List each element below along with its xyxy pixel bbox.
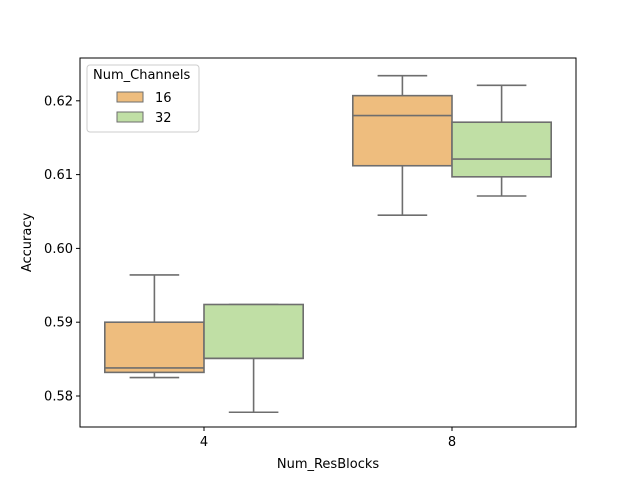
x-tick-label-4: 4 [200, 435, 208, 450]
legend-swatch-16 [116, 91, 144, 103]
axes-frame [79, 57, 577, 428]
legend-title: Num_Channels [93, 68, 190, 83]
box-series-16-cat-8 [351, 74, 453, 216]
legend: Num_Channels 16 32 [86, 64, 200, 133]
y-tick-label-0.58: 0.58 [44, 390, 73, 405]
axis-ticks: 0.58 0.59 0.60 0.61 0.62 4 8 [44, 94, 456, 450]
legend-label-16: 16 [155, 91, 172, 106]
box-body-series-32-cat-4 [203, 303, 304, 360]
box-body-series-16-cat-8 [351, 94, 453, 167]
x-tick-label-8: 8 [448, 435, 456, 450]
box-series-32-cat-4 [203, 303, 304, 414]
box-series-16-cat-4 [104, 274, 205, 379]
x-axis-label: Num_ResBlocks [277, 457, 380, 472]
y-tick-label-0.61: 0.61 [44, 168, 73, 183]
box-series-32-cat-8 [451, 84, 552, 197]
legend-label-32: 32 [155, 111, 172, 126]
box-body-series-16-cat-4 [104, 321, 205, 374]
box-body-series-32-cat-8 [451, 121, 552, 178]
y-tick-label-0.59: 0.59 [44, 316, 73, 331]
y-tick-label-0.62: 0.62 [44, 94, 73, 109]
y-axis-label: Accuracy [20, 213, 35, 273]
y-tick-label-0.60: 0.60 [44, 242, 73, 257]
plot-elements [104, 74, 552, 414]
legend-swatch-32 [116, 111, 144, 123]
